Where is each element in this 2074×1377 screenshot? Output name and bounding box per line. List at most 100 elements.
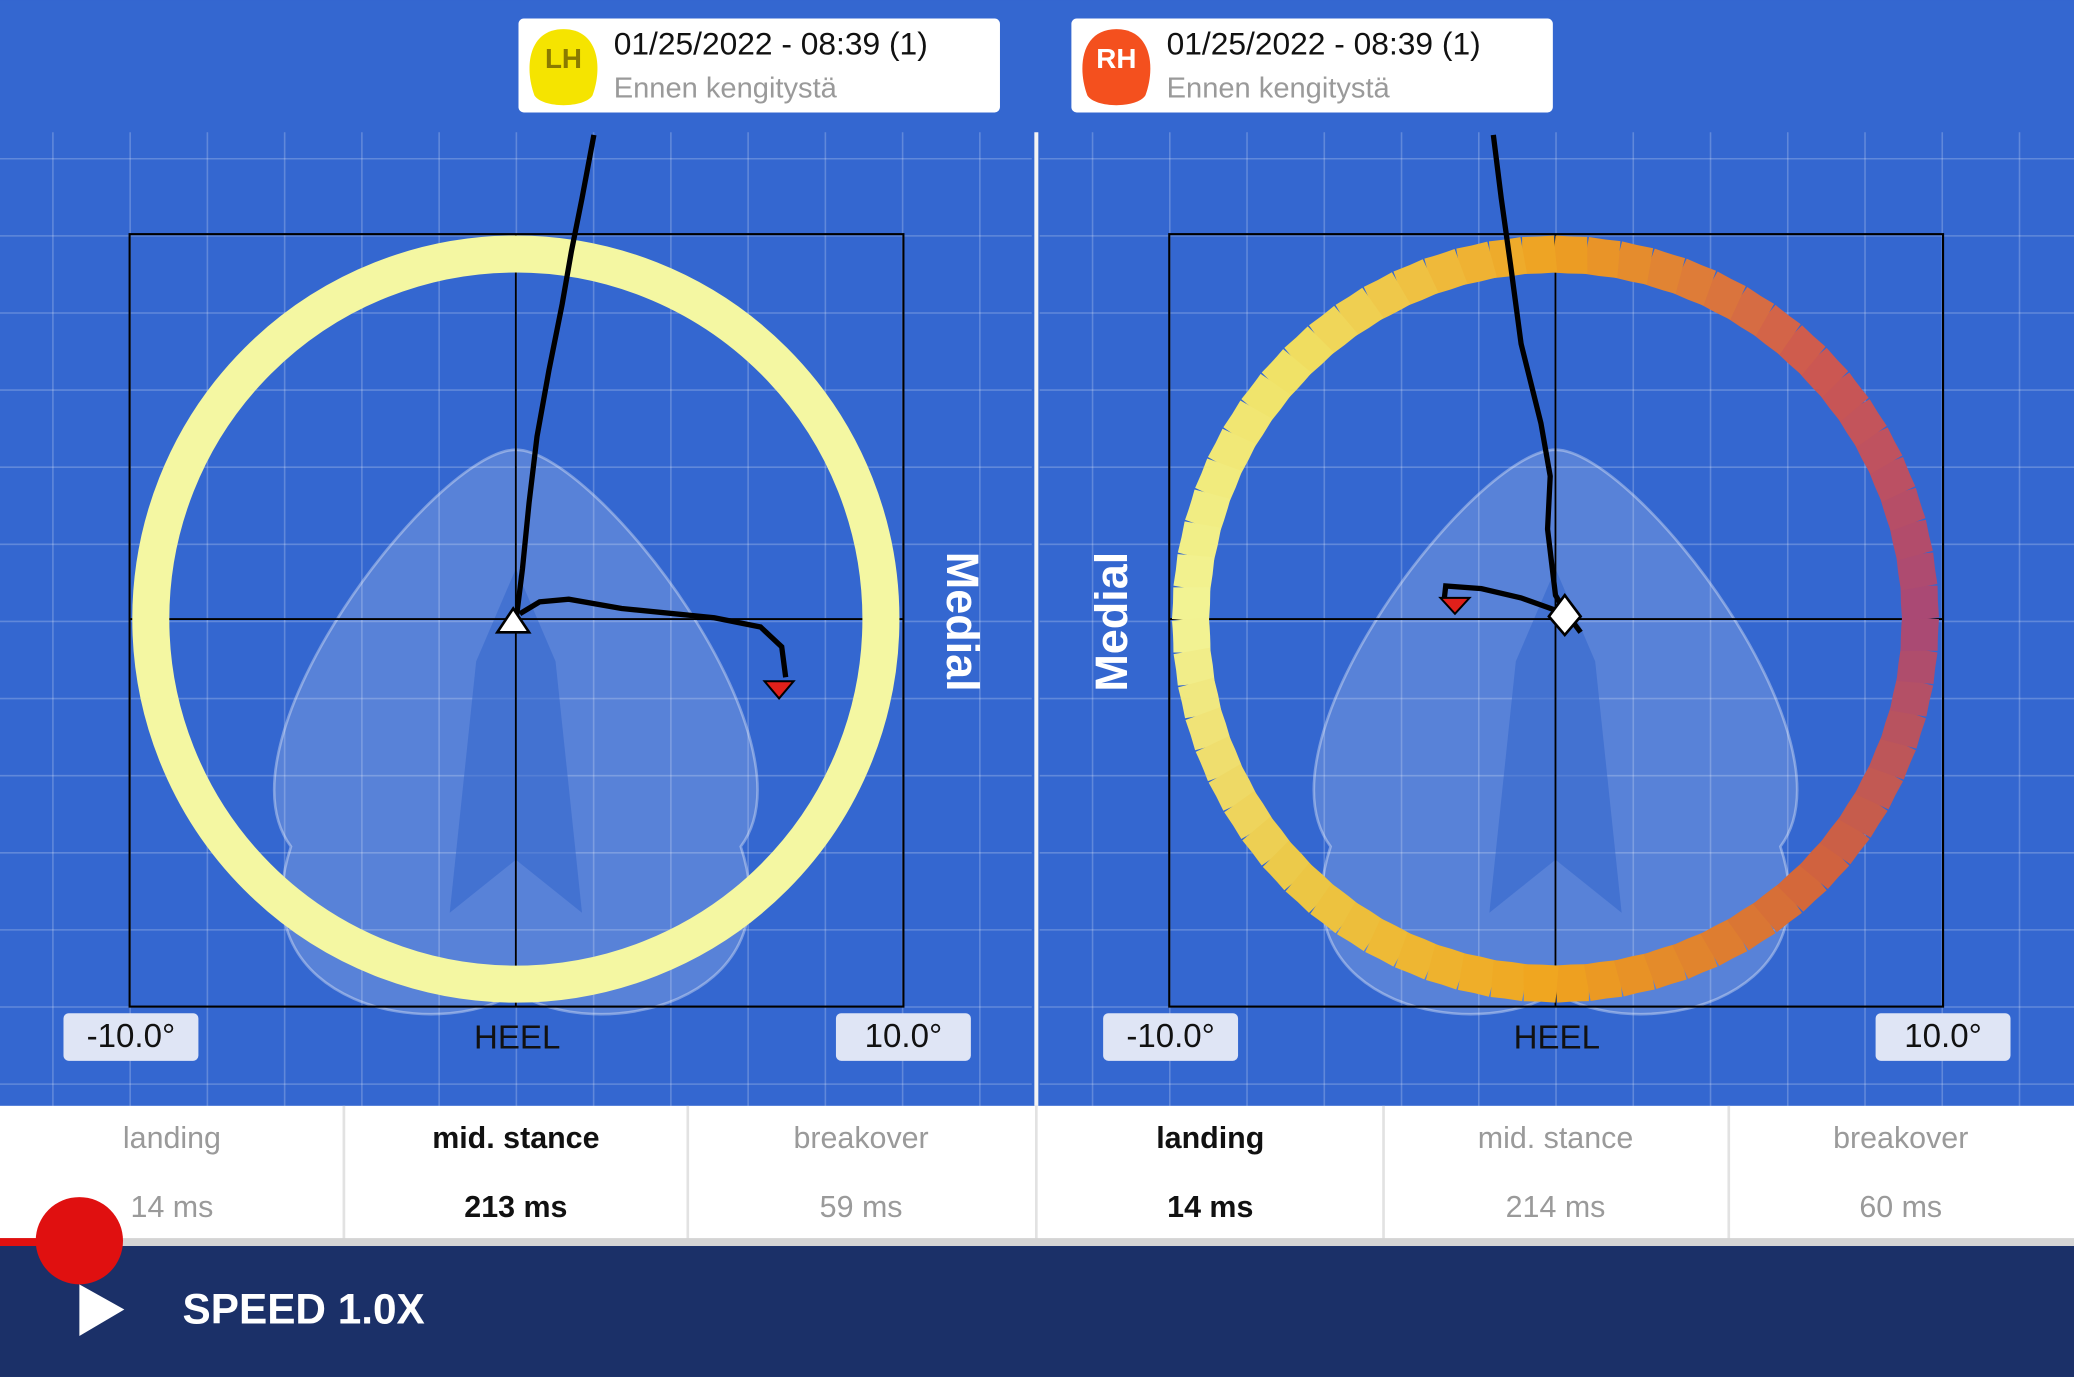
- ring-segment: [1223, 400, 1273, 449]
- session-card[interactable]: [1071, 18, 1553, 113]
- ring-segment: [1614, 953, 1655, 997]
- ring-segment: [1751, 304, 1801, 355]
- ring-segment: [1393, 259, 1439, 307]
- phase-name[interactable]: mid. stance: [1478, 1121, 1633, 1155]
- phase-name[interactable]: breakover: [793, 1121, 928, 1155]
- axis-label-box: [1103, 1013, 1239, 1061]
- end-marker: [1438, 596, 1472, 616]
- ring-segment: [1642, 248, 1686, 294]
- ring-segment: [1241, 373, 1292, 423]
- ring-segment: [1171, 617, 1211, 653]
- axis-min: -10.0°: [1126, 1018, 1215, 1055]
- timestamp: 01/25/2022 - 08:39 (1): [614, 26, 928, 62]
- axis-label-box: [1875, 1013, 2011, 1061]
- phase-duration: 14 ms: [131, 1190, 214, 1224]
- ring-segment: [1394, 932, 1440, 980]
- axis-label-box: [63, 1013, 199, 1061]
- ring-segment: [1552, 235, 1588, 274]
- ring-segment: [1523, 964, 1559, 1003]
- ring-segment: [1900, 615, 1940, 651]
- ring-segment: [1195, 458, 1243, 504]
- ring-segment: [1195, 736, 1243, 782]
- ring-segment: [1799, 839, 1850, 890]
- ring-segment: [1896, 552, 1938, 591]
- side-label: Medial: [1086, 552, 1137, 692]
- side-label: Medial: [937, 552, 988, 692]
- session-card[interactable]: [518, 18, 1000, 113]
- ring-segment: [1889, 676, 1934, 717]
- phase-duration: 14 ms: [1167, 1190, 1253, 1224]
- player-bar: [0, 1246, 2074, 1377]
- ring-segment: [1335, 287, 1384, 337]
- ring-segment: [1880, 487, 1926, 531]
- ring-segment: [1818, 372, 1869, 422]
- phase-name[interactable]: landing: [1156, 1121, 1264, 1155]
- axis-center: HEEL: [474, 1019, 560, 1056]
- phase-duration: 213 ms: [464, 1190, 567, 1224]
- ring-segment: [1553, 964, 1590, 1003]
- ring-segment: [1726, 286, 1775, 337]
- ring-segment: [1671, 258, 1717, 306]
- ring-segment: [1224, 790, 1274, 840]
- ring-segment: [1819, 815, 1870, 865]
- ring-segment: [1582, 236, 1621, 278]
- phase-name[interactable]: breakover: [1833, 1121, 1968, 1155]
- ring-segment: [1310, 883, 1360, 934]
- session-note: Ennen kengitystä: [614, 73, 838, 105]
- hoof-badge: [529, 29, 598, 106]
- ring-segment: [1261, 348, 1312, 399]
- phase-dividers: [342, 1105, 1731, 1241]
- phase-duration: 59 ms: [820, 1190, 903, 1224]
- ring-segment: [1208, 764, 1257, 811]
- ring-segment: [1173, 553, 1215, 593]
- ring-segment: [1643, 943, 1687, 990]
- hoof-badge: [1082, 29, 1151, 106]
- ring-segment: [1868, 456, 1916, 503]
- ring-segment: [1207, 428, 1257, 476]
- ring-segment: [1854, 762, 1904, 810]
- ring-segment: [1900, 585, 1940, 621]
- speed-control[interactable]: SPEED 1.0X: [183, 1285, 425, 1332]
- ring-segment: [1363, 272, 1411, 321]
- ring-segment: [1798, 347, 1849, 398]
- play-button[interactable]: [79, 1284, 125, 1336]
- phase-name[interactable]: landing: [123, 1121, 221, 1155]
- trace: [518, 596, 789, 678]
- ring-segment: [1365, 918, 1412, 967]
- badge-label: LH: [545, 43, 582, 74]
- badge-label: RH: [1096, 43, 1136, 74]
- ring-segment: [1672, 931, 1718, 979]
- ring-segment: [1171, 587, 1211, 623]
- ring-segment: [1456, 241, 1497, 286]
- phase-duration: 60 ms: [1859, 1190, 1942, 1224]
- ring-segment: [1425, 944, 1469, 990]
- start-marker: [494, 606, 532, 634]
- ring-segment: [1837, 398, 1887, 448]
- ring-segment: [1752, 882, 1803, 933]
- ring-segment: [1700, 917, 1748, 967]
- ring-segment: [1185, 707, 1231, 751]
- ring-segment: [1584, 959, 1623, 1001]
- ring-segment: [1699, 271, 1746, 320]
- ring: [1171, 235, 1940, 1003]
- ring-segment: [1177, 521, 1222, 563]
- ring-segment: [1242, 816, 1293, 866]
- ring-segment: [1490, 960, 1529, 1002]
- timestamp: 01/25/2022 - 08:39 (1): [1167, 26, 1481, 62]
- trace: [513, 134, 597, 623]
- axis-max: 10.0°: [1904, 1018, 1982, 1055]
- phase-duration: 214 ms: [1506, 1190, 1606, 1224]
- ring-segment: [1185, 489, 1231, 533]
- ring-segment: [1868, 734, 1916, 780]
- axis-center: HEEL: [1514, 1019, 1600, 1056]
- ring-segment: [1612, 241, 1654, 285]
- ring-segment: [1308, 305, 1359, 356]
- ring-segment: [1775, 325, 1826, 376]
- phase-name[interactable]: mid. stance: [432, 1121, 599, 1155]
- progress-track[interactable]: [0, 1238, 2074, 1247]
- progress-handle[interactable]: [35, 1197, 124, 1285]
- ring-segment: [1178, 677, 1222, 719]
- ring-segment: [1262, 840, 1313, 891]
- ring-segment: [1727, 901, 1776, 951]
